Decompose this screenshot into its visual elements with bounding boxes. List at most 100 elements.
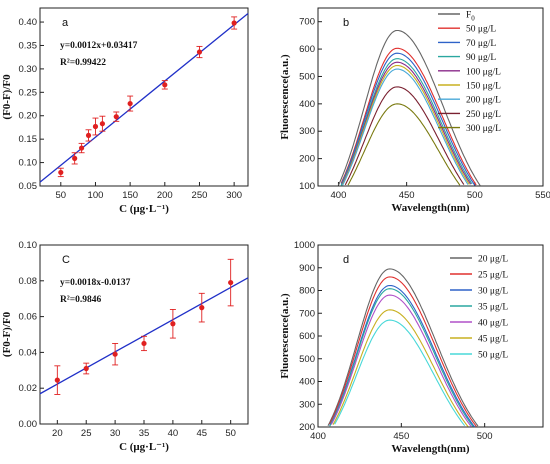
x-tick-label: 50 <box>56 190 67 201</box>
x-tick-label: 150 <box>122 190 138 201</box>
spectrum-line <box>340 47 477 186</box>
y-tick-label: 0.15 <box>19 134 38 145</box>
legend-entry: 45 μg/L <box>478 335 508 345</box>
legend-entry: 35 μg/L <box>478 303 508 313</box>
plot-frame <box>317 7 544 187</box>
y-tick-label: 400 <box>299 99 315 110</box>
r-squared: R²=0.99422 <box>60 58 106 68</box>
data-point <box>141 340 147 347</box>
data-point <box>83 365 89 372</box>
x-tick-label: 20 <box>52 428 63 439</box>
legend-entry: 40 μg/L <box>478 319 508 329</box>
y-tick-label: 0.06 <box>19 312 38 323</box>
y-tick-label: 200 <box>299 154 315 165</box>
y-tick-label: 0.02 <box>19 383 38 394</box>
y-tick-label: 800 <box>299 286 315 297</box>
y-tick-label: 300 <box>299 399 315 410</box>
panel-b <box>317 7 544 187</box>
legend-entry: 300 μg/L <box>466 124 501 134</box>
y-axis-label: Fluorescence(a.u.) <box>279 54 291 140</box>
legend-entry: 25 μg/L <box>478 271 508 281</box>
y-tick-label: 700 <box>299 17 315 28</box>
x-axis-label: C (μg·L⁻¹) <box>119 203 169 215</box>
y-tick-label: 0.10 <box>19 240 38 251</box>
data-point <box>58 169 64 176</box>
y-tick-label: 600 <box>299 44 315 55</box>
x-tick-label: 300 <box>226 190 242 201</box>
x-tick-label: 25 <box>81 428 92 439</box>
spectrum-line <box>347 103 461 186</box>
y-tick-label: 100 <box>299 181 315 192</box>
spectrum-line <box>329 276 477 427</box>
data-point <box>199 305 205 311</box>
spectrum-line <box>327 268 479 427</box>
legend-entry: 50 μg/L <box>478 351 508 361</box>
spectrum-line <box>340 52 476 186</box>
y-axis-label: (F0-F)/F0 <box>1 74 13 120</box>
x-tick-label: 500 <box>477 431 493 442</box>
data-point <box>127 100 133 107</box>
data-point <box>112 351 118 357</box>
legend-entry: 20 μg/L <box>478 255 508 265</box>
y-axis-label: Fluorescence(a.u.) <box>279 293 291 379</box>
panel-letter: d <box>343 254 349 266</box>
x-tick-label: 30 <box>110 428 121 439</box>
data-point <box>85 132 92 139</box>
legend-entry: 30 μg/L <box>478 287 508 297</box>
y-tick-label: 0.20 <box>19 111 38 122</box>
x-tick-label: 400 <box>310 431 326 442</box>
y-tick-label: 500 <box>299 354 315 365</box>
fit-equation: y=0.0012x+0.03417 <box>60 41 138 51</box>
data-point <box>228 279 234 286</box>
data-point <box>72 155 78 161</box>
data-point <box>196 49 203 55</box>
x-tick-label: 40 <box>168 428 179 439</box>
spectrum-line <box>340 58 473 186</box>
x-tick-label: 450 <box>393 431 409 442</box>
panel-a <box>39 7 249 187</box>
panel-letter: b <box>343 17 349 29</box>
spectrum-line <box>342 68 469 186</box>
y-tick-label: 900 <box>299 263 315 274</box>
y-axis-label: (F0-F)/F0 <box>1 311 13 357</box>
panel-d <box>317 244 544 428</box>
y-tick-label: 0.00 <box>19 419 38 430</box>
spectrum-line <box>342 61 472 185</box>
fit-equation: y=0.0018x-0.0137 <box>60 278 131 288</box>
y-tick-label: 0.30 <box>19 64 38 75</box>
y-tick-label: 1000 <box>294 240 315 251</box>
x-axis-label: Wavelength(nm) <box>391 443 470 455</box>
x-tick-label: 50 <box>225 428 236 439</box>
legend-entry: 250 μg/L <box>466 110 501 120</box>
x-tick-label: 200 <box>157 190 173 201</box>
y-tick-label: 0.04 <box>19 347 38 358</box>
data-point <box>162 82 168 88</box>
y-tick-label: 400 <box>299 377 315 388</box>
plot-frame <box>39 244 249 425</box>
data-point <box>231 20 237 26</box>
y-tick-label: 500 <box>299 71 315 82</box>
legend-entry: 50 μg/L <box>466 25 496 35</box>
spectrum-line <box>329 284 476 428</box>
data-point <box>170 321 176 327</box>
data-point <box>92 123 99 130</box>
spectrum-line <box>344 86 465 186</box>
panel-letter: a <box>62 17 69 29</box>
spectrum-line <box>332 309 469 427</box>
y-tick-label: 0.35 <box>19 40 38 51</box>
y-tick-label: 0.10 <box>19 158 38 169</box>
y-tick-label: 0.08 <box>19 276 38 287</box>
y-tick-label: 200 <box>299 422 315 433</box>
panel-letter: C <box>62 254 70 266</box>
spectrum-line <box>329 288 474 427</box>
x-tick-label: 250 <box>192 190 208 201</box>
x-tick-label: 45 <box>196 428 207 439</box>
legend-entry: 100 μg/L <box>466 67 501 77</box>
data-point <box>113 114 119 120</box>
plot-frame <box>39 7 249 187</box>
legend-entry: F0 <box>466 11 475 23</box>
spectrum-line <box>334 319 466 427</box>
y-tick-label: 0.25 <box>19 87 38 98</box>
y-tick-label: 0.05 <box>19 181 38 192</box>
